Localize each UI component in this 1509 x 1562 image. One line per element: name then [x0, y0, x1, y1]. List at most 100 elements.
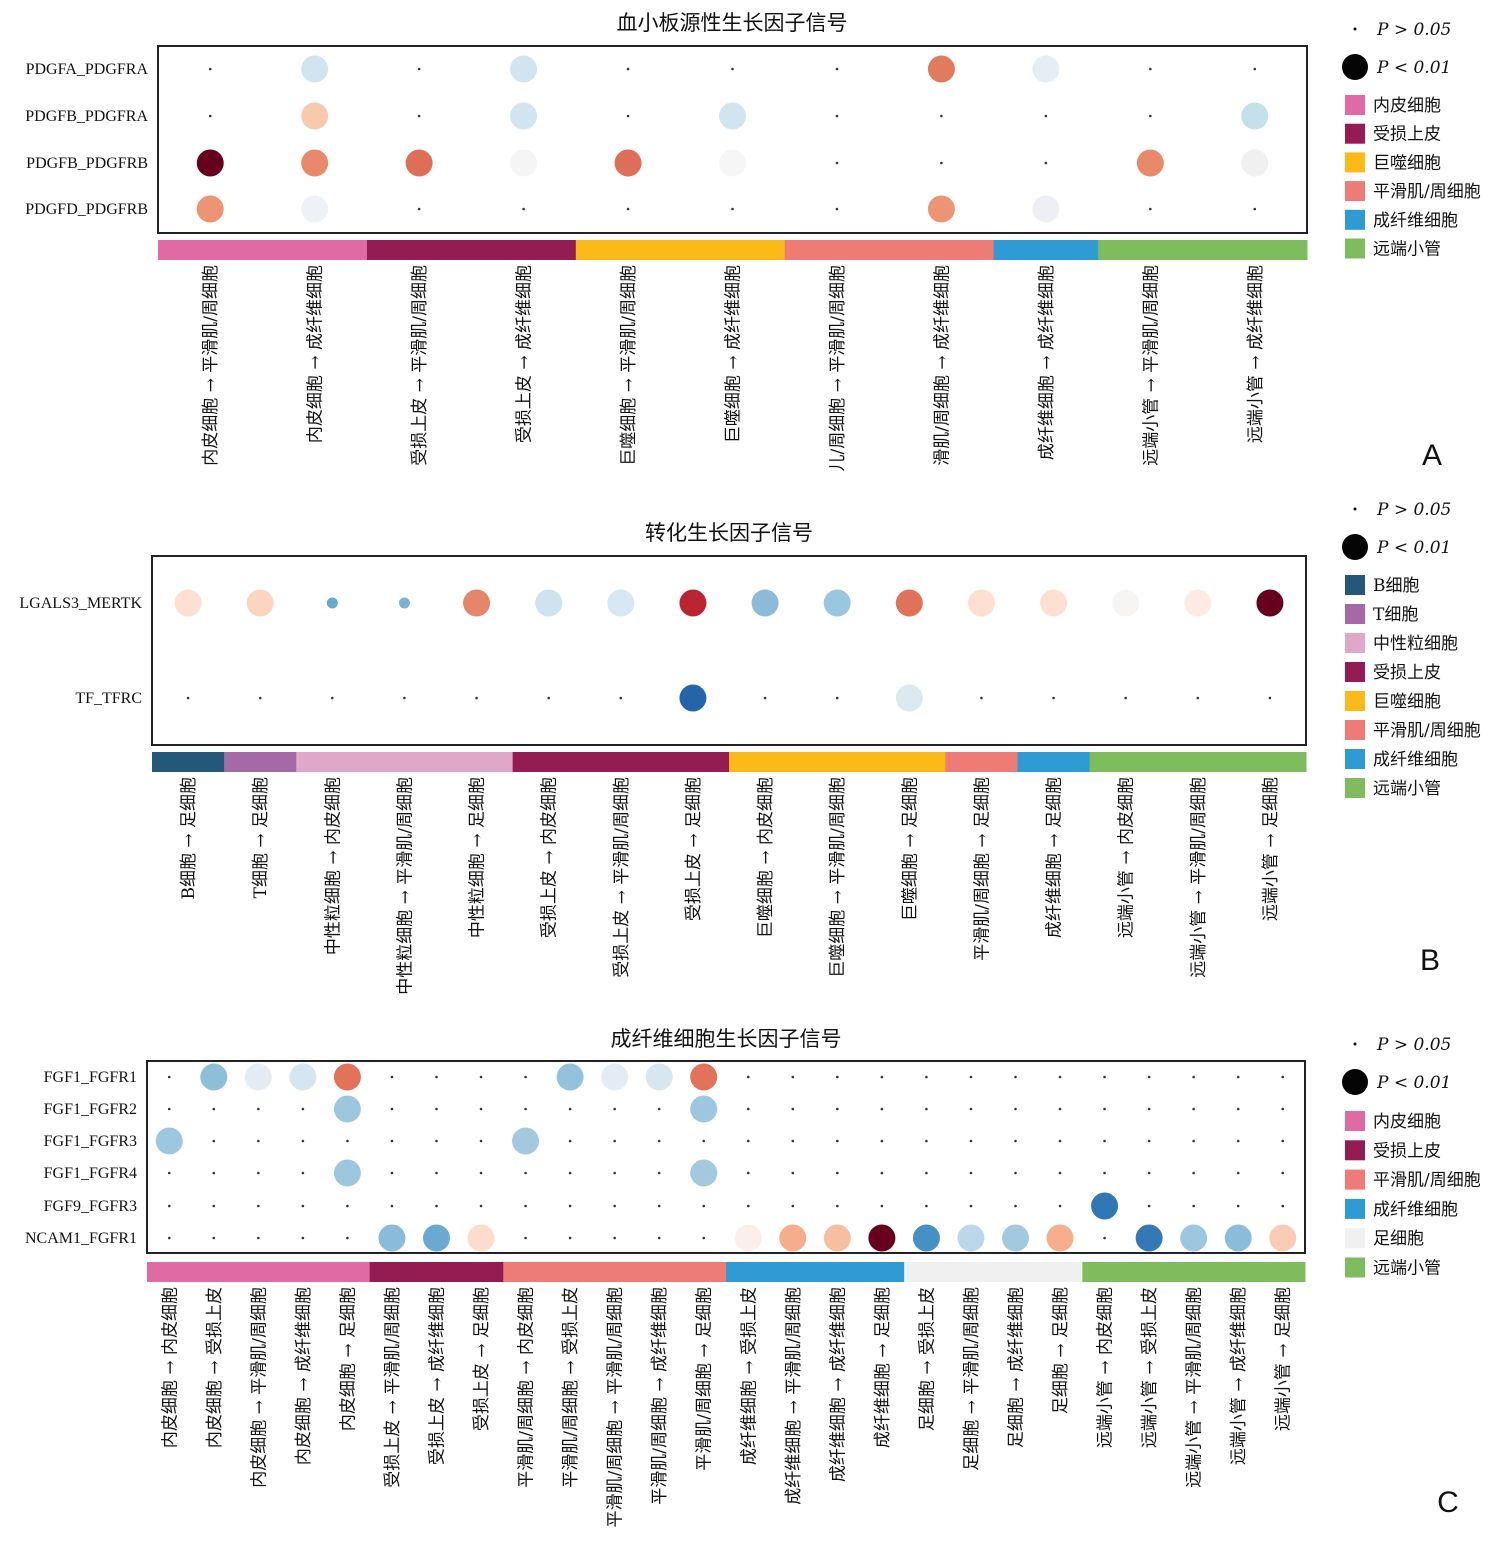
- group-color-bar-segment: [592, 1262, 638, 1282]
- dot: [927, 195, 955, 223]
- dot: [1058, 1107, 1062, 1111]
- row-label: FGF1_FGFR4: [44, 1165, 137, 1182]
- dot: [614, 149, 642, 177]
- column-label: 平滑肌/周细胞 → 内皮细胞: [517, 1287, 537, 1488]
- dot: [823, 589, 851, 617]
- dot: [895, 684, 923, 712]
- panel-letter: C: [1437, 1486, 1459, 1519]
- dot: [1103, 1139, 1106, 1143]
- dot: [925, 1171, 928, 1175]
- dot: [167, 1236, 171, 1240]
- dot: [423, 1224, 450, 1252]
- dot: [1281, 1107, 1285, 1111]
- group-color-bar-segment: [859, 1262, 905, 1282]
- group-color-bar-segment: [1215, 1262, 1261, 1282]
- dot: [390, 1075, 394, 1079]
- dot: [912, 1224, 940, 1252]
- legend-swatch: [1345, 152, 1365, 173]
- legend-swatch: [1345, 95, 1365, 115]
- dot: [167, 1075, 171, 1079]
- legend-label: P < 0.01: [1376, 58, 1451, 78]
- dot: [1281, 1204, 1285, 1208]
- group-color-bar-segment: [680, 240, 786, 260]
- p-gt-005-legend-dot: [1353, 507, 1357, 511]
- dot: [1103, 1075, 1106, 1079]
- dot: [746, 1171, 750, 1175]
- dot: [1040, 589, 1068, 617]
- legend-label: 内皮细胞: [1373, 96, 1441, 116]
- column-label: 远端小管 → 成纤维细胞: [1246, 265, 1266, 443]
- group-color-bar-segment: [471, 240, 577, 260]
- column-label: 远端小管 → 足细胞: [1261, 777, 1281, 921]
- legend-swatch: [1345, 181, 1365, 202]
- dot: [512, 1127, 540, 1155]
- chart-title: 血小板源性生长因子信号: [617, 11, 848, 35]
- dot: [1147, 1204, 1151, 1208]
- legend-swatch: [1345, 662, 1365, 682]
- dot: [1058, 1139, 1062, 1143]
- legend-swatch: [1345, 691, 1365, 711]
- dot: [390, 1204, 394, 1208]
- dot: [1147, 1171, 1151, 1175]
- legend-label: 巨噬细胞: [1373, 153, 1441, 173]
- column-label: 足细胞 → 足细胞: [1051, 1287, 1071, 1414]
- dot: [208, 114, 212, 118]
- dot: [1269, 1224, 1297, 1252]
- dot: [1032, 55, 1060, 83]
- dot: [1192, 1204, 1195, 1208]
- dot: [836, 1139, 839, 1143]
- group-color-bar-segment: [1202, 240, 1308, 260]
- dot: [791, 1204, 795, 1208]
- dot: [746, 1139, 750, 1143]
- dot: [836, 1204, 839, 1208]
- legend-label: 平滑肌/周细胞: [1373, 1171, 1481, 1191]
- dot: [346, 1204, 349, 1208]
- group-color-bar-segment: [1089, 752, 1163, 772]
- group-color-bar-segment: [503, 1262, 549, 1282]
- dot: [957, 1224, 985, 1252]
- group-color-bar-segment: [547, 1262, 593, 1282]
- group-color-bar-segment: [1171, 1262, 1217, 1282]
- dot: [868, 1224, 896, 1252]
- group-color-bar-segment: [945, 752, 1018, 772]
- legend-label: 巨噬细胞: [1373, 692, 1441, 712]
- legend-label: 成纤维细胞: [1373, 211, 1458, 231]
- dot: [1256, 589, 1284, 617]
- dot: [196, 149, 224, 177]
- dot: [1281, 1139, 1285, 1143]
- dot: [880, 1075, 884, 1079]
- legend-label: 中性粒细胞: [1373, 634, 1458, 654]
- column-label: 内皮细胞 → 平滑肌/周细胞: [201, 265, 221, 466]
- group-color-bar-segment: [729, 752, 802, 772]
- dot: [940, 161, 943, 165]
- dot: [702, 1139, 706, 1143]
- group-color-bar-segment: [512, 752, 586, 772]
- dot: [1014, 1075, 1017, 1079]
- column-label: 巨噬细胞 → 内皮细胞: [756, 777, 776, 938]
- dot: [1236, 1107, 1240, 1111]
- dot: [568, 1139, 572, 1143]
- column-label: 远端小管 → 内皮细胞: [1117, 777, 1137, 938]
- dot: [1046, 1224, 1074, 1252]
- legend-swatch: [1345, 749, 1365, 769]
- dot: [835, 696, 839, 700]
- group-color-bar-segment: [784, 240, 890, 260]
- column-label: 远端小管 → 平滑肌/周细胞: [1185, 1287, 1205, 1488]
- dot: [435, 1171, 438, 1175]
- dot: [346, 1236, 349, 1240]
- row-label: PDGFD_PDGFRB: [25, 201, 148, 218]
- column-label: T细胞 → 足细胞: [251, 777, 271, 898]
- dot: [467, 1224, 495, 1252]
- group-color-bar-segment: [262, 240, 368, 260]
- dot: [326, 597, 338, 609]
- dot: [613, 1107, 616, 1111]
- legend-label: 足细胞: [1373, 1229, 1424, 1249]
- dot: [1184, 589, 1212, 617]
- dot: [568, 1171, 572, 1175]
- group-color-bar-segment: [368, 752, 441, 772]
- p-gt-005-legend-dot: [1353, 1042, 1357, 1046]
- group-color-bar-segment: [1126, 1262, 1172, 1282]
- dot: [836, 1171, 839, 1175]
- dot: [657, 1171, 661, 1175]
- row-label: FGF1_FGFR2: [44, 1101, 137, 1118]
